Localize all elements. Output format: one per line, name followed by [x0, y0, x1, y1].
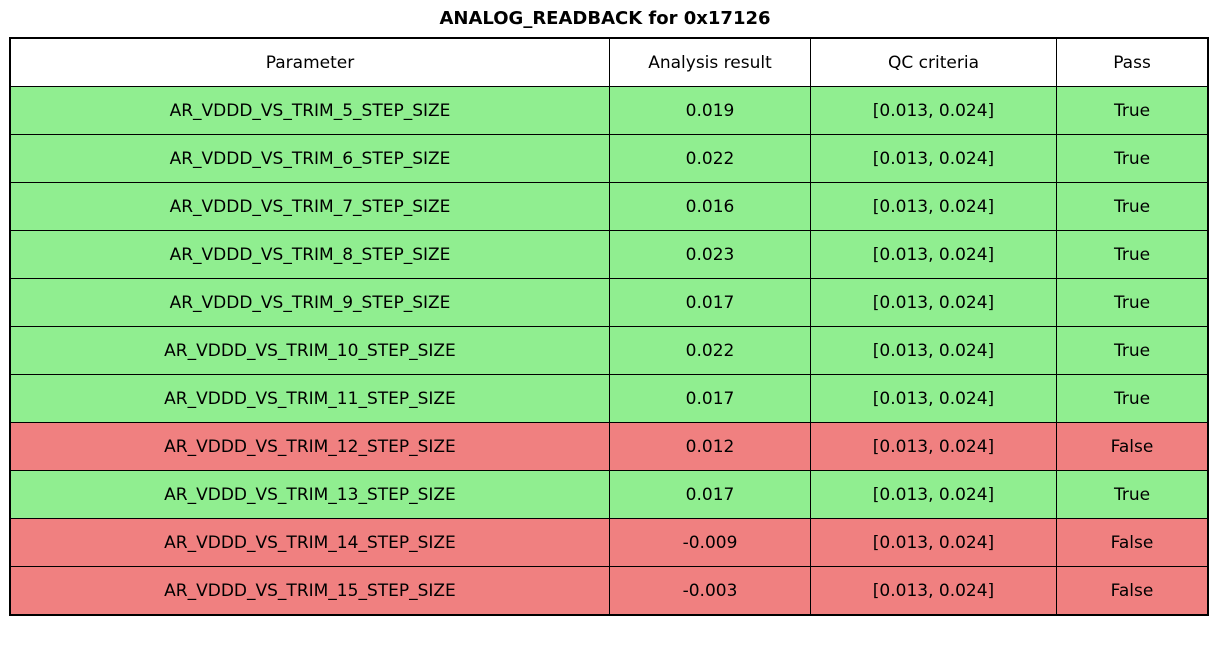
table-row: AR_VDDD_VS_TRIM_11_STEP_SIZE 0.017 [0.013,… [9, 374, 1209, 423]
table-row: AR_VDDD_VS_TRIM_8_STEP_SIZE 0.023 [0.013, … [9, 230, 1209, 279]
column-header-pass: Pass [1056, 37, 1209, 87]
table-row: AR_VDDD_VS_TRIM_9_STEP_SIZE 0.017 [0.013, … [9, 278, 1209, 327]
analysis-result-cell: -0.003 [609, 566, 811, 616]
qc-table: Parameter Analysis result QC criteria Pass … [9, 37, 1209, 616]
pass-cell: False [1056, 422, 1209, 471]
qc-criteria-cell: [0.013, 0.024] [810, 278, 1057, 327]
table-row: AR_VDDD_VS_TRIM_5_STEP_SIZE 0.019 [0.013, … [9, 86, 1209, 135]
qc-criteria-cell: [0.013, 0.024] [810, 326, 1057, 375]
pass-cell: True [1056, 86, 1209, 135]
analysis-result-cell: 0.012 [609, 422, 811, 471]
column-header-parameter: Parameter [9, 37, 610, 87]
analysis-result-cell: -0.009 [609, 518, 811, 567]
qc-criteria-cell: [0.013, 0.024] [810, 86, 1057, 135]
parameter-cell: AR_VDDD_VS_TRIM_13_STEP_SIZE [9, 470, 610, 519]
pass-cell: False [1056, 566, 1209, 616]
parameter-cell: AR_VDDD_VS_TRIM_15_STEP_SIZE [9, 566, 610, 616]
parameter-cell: AR_VDDD_VS_TRIM_9_STEP_SIZE [9, 278, 610, 327]
pass-cell: True [1056, 278, 1209, 327]
table-row: AR_VDDD_VS_TRIM_13_STEP_SIZE 0.017 [0.013,… [9, 470, 1209, 519]
qc-criteria-cell: [0.013, 0.024] [810, 422, 1057, 471]
table-row: AR_VDDD_VS_TRIM_14_STEP_SIZE -0.009 [0.013… [9, 518, 1209, 567]
analysis-result-cell: 0.022 [609, 326, 811, 375]
table-row: AR_VDDD_VS_TRIM_6_STEP_SIZE 0.022 [0.013, … [9, 134, 1209, 183]
pass-cell: False [1056, 518, 1209, 567]
qc-criteria-cell: [0.013, 0.024] [810, 518, 1057, 567]
pass-cell: True [1056, 374, 1209, 423]
header-row: Parameter Analysis result QC criteria Pass [9, 37, 1209, 87]
figure-title: ANALOG_READBACK for 0x17126 [439, 8, 771, 29]
parameter-cell: AR_VDDD_VS_TRIM_6_STEP_SIZE [9, 134, 610, 183]
parameter-cell: AR_VDDD_VS_TRIM_8_STEP_SIZE [9, 230, 610, 279]
pass-cell: True [1056, 134, 1209, 183]
qc-criteria-cell: [0.013, 0.024] [810, 230, 1057, 279]
qc-criteria-cell: [0.013, 0.024] [810, 374, 1057, 423]
parameter-cell: AR_VDDD_VS_TRIM_12_STEP_SIZE [9, 422, 610, 471]
qc-criteria-cell: [0.013, 0.024] [810, 134, 1057, 183]
pass-cell: True [1056, 326, 1209, 375]
analysis-result-cell: 0.019 [609, 86, 811, 135]
qc-criteria-cell: [0.013, 0.024] [810, 182, 1057, 231]
analysis-result-cell: 0.023 [609, 230, 811, 279]
parameter-cell: AR_VDDD_VS_TRIM_7_STEP_SIZE [9, 182, 610, 231]
analysis-result-cell: 0.017 [609, 470, 811, 519]
table-row: AR_VDDD_VS_TRIM_10_STEP_SIZE 0.022 [0.013,… [9, 326, 1209, 375]
parameter-cell: AR_VDDD_VS_TRIM_10_STEP_SIZE [9, 326, 610, 375]
parameter-cell: AR_VDDD_VS_TRIM_11_STEP_SIZE [9, 374, 610, 423]
parameter-cell: AR_VDDD_VS_TRIM_14_STEP_SIZE [9, 518, 610, 567]
parameter-cell: AR_VDDD_VS_TRIM_5_STEP_SIZE [9, 86, 610, 135]
column-header-qc-criteria: QC criteria [810, 37, 1057, 87]
qc-criteria-cell: [0.013, 0.024] [810, 566, 1057, 616]
table-row: AR_VDDD_VS_TRIM_15_STEP_SIZE -0.003 [0.013… [9, 566, 1209, 616]
pass-cell: True [1056, 182, 1209, 231]
analysis-result-cell: 0.017 [609, 374, 811, 423]
table-row: AR_VDDD_VS_TRIM_7_STEP_SIZE 0.016 [0.013, … [9, 182, 1209, 231]
analysis-result-cell: 0.022 [609, 134, 811, 183]
pass-cell: True [1056, 230, 1209, 279]
qc-criteria-cell: [0.013, 0.024] [810, 470, 1057, 519]
analysis-result-cell: 0.017 [609, 278, 811, 327]
table-row: AR_VDDD_VS_TRIM_12_STEP_SIZE 0.012 [0.013,… [9, 422, 1209, 471]
pass-cell: True [1056, 470, 1209, 519]
analysis-result-cell: 0.016 [609, 182, 811, 231]
column-header-analysis-result: Analysis result [609, 37, 811, 87]
